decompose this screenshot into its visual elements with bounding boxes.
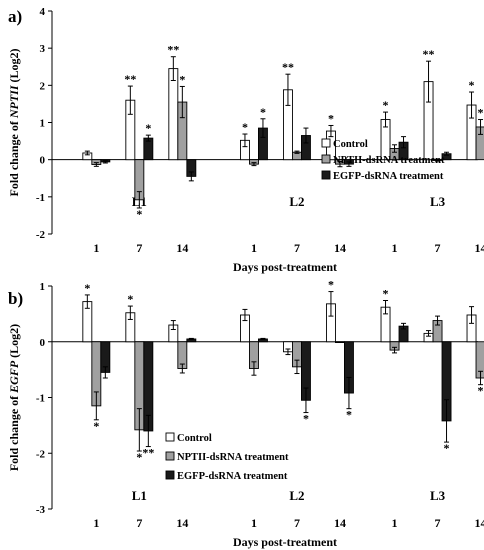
significance-marker: * [242, 120, 248, 134]
group-label: L2 [289, 194, 304, 209]
y-tick-label: -1 [36, 192, 45, 204]
chart-panel-b: b) -3 -2 -1 0 1 Fold change of EGFP (Log2) L1 1 *… [0, 275, 484, 550]
day-tick-label: 14 [334, 516, 346, 530]
group-label: L2 [289, 488, 304, 503]
significance-marker: * [469, 78, 475, 92]
legend-swatch [165, 470, 175, 480]
x-axis-label: Days post-treatment [233, 535, 337, 549]
bar [475, 341, 484, 379]
y-tick-label: -1 [36, 393, 45, 405]
legend-label: Control [177, 433, 212, 444]
day-tick-label: 1 [392, 516, 398, 530]
significance-marker: * [383, 98, 389, 112]
legend-label: NPTII-dsRNA treatment [177, 452, 289, 463]
significance-marker: * [145, 121, 151, 135]
day-tick-label: 14 [176, 516, 188, 530]
day-tick-label: 14 [176, 241, 188, 255]
significance-marker: * [84, 281, 90, 295]
egfp-fold-change-chart: b) -3 -2 -1 0 1 Fold change of EGFP (Log2) L1 1 *… [7, 278, 484, 549]
legend-swatch [165, 451, 175, 461]
panel-label: b) [8, 289, 23, 308]
significance-marker: * [127, 292, 133, 306]
day-tick-label: 14 [334, 241, 346, 255]
bar [335, 341, 345, 344]
day-tick-label: 7 [435, 516, 441, 530]
y-axis-label: Fold change of NPTII (Log2) [7, 48, 21, 196]
y-tick-label: 1 [40, 281, 46, 293]
significance-marker: * [346, 408, 352, 422]
legend-label: EGFP-dsRNA treatment [177, 471, 288, 482]
day-tick-label: 1 [93, 516, 99, 530]
legend-swatch [321, 138, 331, 148]
legend-swatch [321, 170, 331, 180]
significance-marker: ** [142, 446, 154, 460]
significance-marker: ** [124, 72, 136, 86]
day-tick-label: 1 [93, 241, 99, 255]
y-tick-label: 0 [40, 155, 46, 167]
legend-swatch [165, 432, 175, 442]
x-axis-label: Days post-treatment [233, 260, 337, 274]
significance-marker: ** [282, 60, 294, 74]
y-tick-label: -2 [36, 448, 46, 460]
panel-label: a) [8, 7, 22, 26]
significance-marker: * [328, 111, 334, 125]
significance-marker: * [383, 286, 389, 300]
legend-label: NPTII-dsRNA treatment [333, 155, 445, 166]
y-tick-label: -3 [36, 504, 46, 516]
significance-marker: ** [167, 43, 179, 57]
chart-panel-a: a) -2 -1 0 1 2 3 4 Fold change of NPTII (Log2) L1… [7, 6, 484, 274]
day-tick-label: 7 [435, 241, 441, 255]
day-tick-label: 1 [251, 241, 257, 255]
group-label: L3 [430, 194, 446, 209]
y-axis-label: Fold change of EGFP (Log2) [7, 324, 21, 471]
significance-marker: * [478, 106, 484, 120]
y-tick-label: 1 [40, 118, 46, 130]
day-tick-label: 7 [294, 516, 300, 530]
significance-marker: * [303, 412, 309, 426]
legend-label: Control [333, 139, 368, 150]
significance-marker: ** [423, 47, 435, 61]
significance-marker: * [179, 72, 185, 86]
day-tick-label: 14 [475, 516, 484, 530]
significance-marker: * [444, 441, 450, 455]
significance-marker: * [136, 207, 142, 221]
y-tick-label: 2 [40, 80, 46, 92]
day-tick-label: 7 [294, 241, 300, 255]
bar [475, 126, 484, 161]
day-tick-label: 1 [251, 516, 257, 530]
significance-marker: * [93, 419, 99, 433]
significance-marker: * [478, 384, 484, 398]
y-tick-label: -2 [36, 229, 46, 241]
significance-marker: * [136, 450, 142, 464]
day-tick-label: 7 [136, 516, 142, 530]
y-tick-label: 4 [40, 6, 46, 18]
group-label: L3 [430, 488, 446, 503]
significance-marker: * [260, 105, 266, 119]
significance-marker: * [328, 278, 334, 292]
day-tick-label: 7 [136, 241, 142, 255]
group-label: L1 [132, 488, 147, 503]
y-tick-label: 0 [40, 337, 46, 349]
y-tick-label: 3 [40, 43, 46, 55]
bar [168, 68, 179, 161]
legend-swatch [321, 154, 331, 164]
day-tick-label: 1 [392, 241, 398, 255]
legend-label: EGFP-dsRNA treatment [333, 171, 444, 182]
day-tick-label: 14 [475, 241, 484, 255]
